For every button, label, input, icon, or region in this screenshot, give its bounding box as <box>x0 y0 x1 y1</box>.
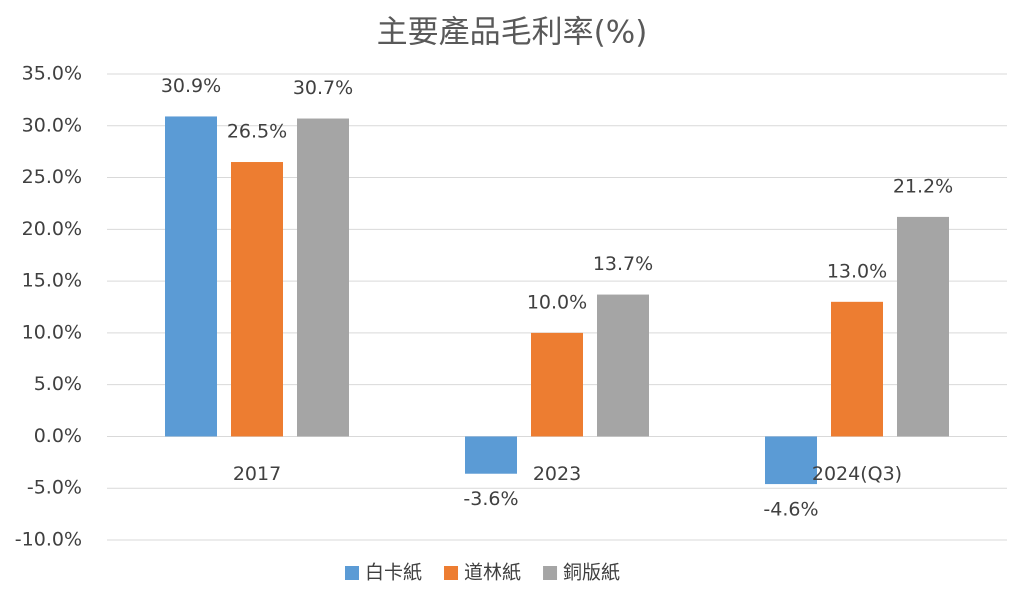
value-label: 30.9% <box>161 75 221 97</box>
value-label: 30.7% <box>293 77 353 99</box>
legend-label: 銅版紙 <box>563 562 620 584</box>
bar <box>231 162 283 437</box>
y-tick-label: -5.0% <box>27 477 82 499</box>
value-label: -3.6% <box>463 488 518 510</box>
value-label: 10.0% <box>527 291 587 313</box>
legend-swatch <box>345 566 359 580</box>
y-tick-label: 5.0% <box>34 373 82 395</box>
x-tick-label: 2017 <box>233 463 281 485</box>
y-tick-label: -10.0% <box>15 529 82 551</box>
bar <box>531 332 583 437</box>
bar <box>897 216 949 437</box>
x-tick-label: 2023 <box>533 463 581 485</box>
bar <box>297 118 349 437</box>
chart-title: 主要產品毛利率(%) <box>377 15 648 51</box>
legend-label: 道林紙 <box>464 562 521 584</box>
value-label: 26.5% <box>227 121 287 143</box>
bar <box>831 301 883 437</box>
y-tick-label: 0.0% <box>34 425 82 447</box>
value-label: -4.6% <box>763 499 818 521</box>
legend-swatch <box>444 566 459 580</box>
bar <box>597 294 649 437</box>
y-tick-label: 35.0% <box>22 63 82 85</box>
x-tick-label: 2024(Q3) <box>812 463 902 485</box>
value-label: 13.0% <box>827 260 887 282</box>
legend-label: 白卡紙 <box>365 562 422 584</box>
value-label: 21.2% <box>893 175 953 197</box>
y-tick-label: 25.0% <box>22 166 82 188</box>
value-label: 13.7% <box>593 253 653 275</box>
y-tick-label: 20.0% <box>22 218 82 240</box>
y-tick-label: 15.0% <box>22 270 82 292</box>
bar <box>465 436 517 474</box>
bar <box>765 436 817 485</box>
legend-swatch <box>543 566 558 580</box>
y-tick-label: 10.0% <box>22 321 82 343</box>
bar <box>165 116 217 437</box>
y-tick-label: 30.0% <box>22 114 82 136</box>
